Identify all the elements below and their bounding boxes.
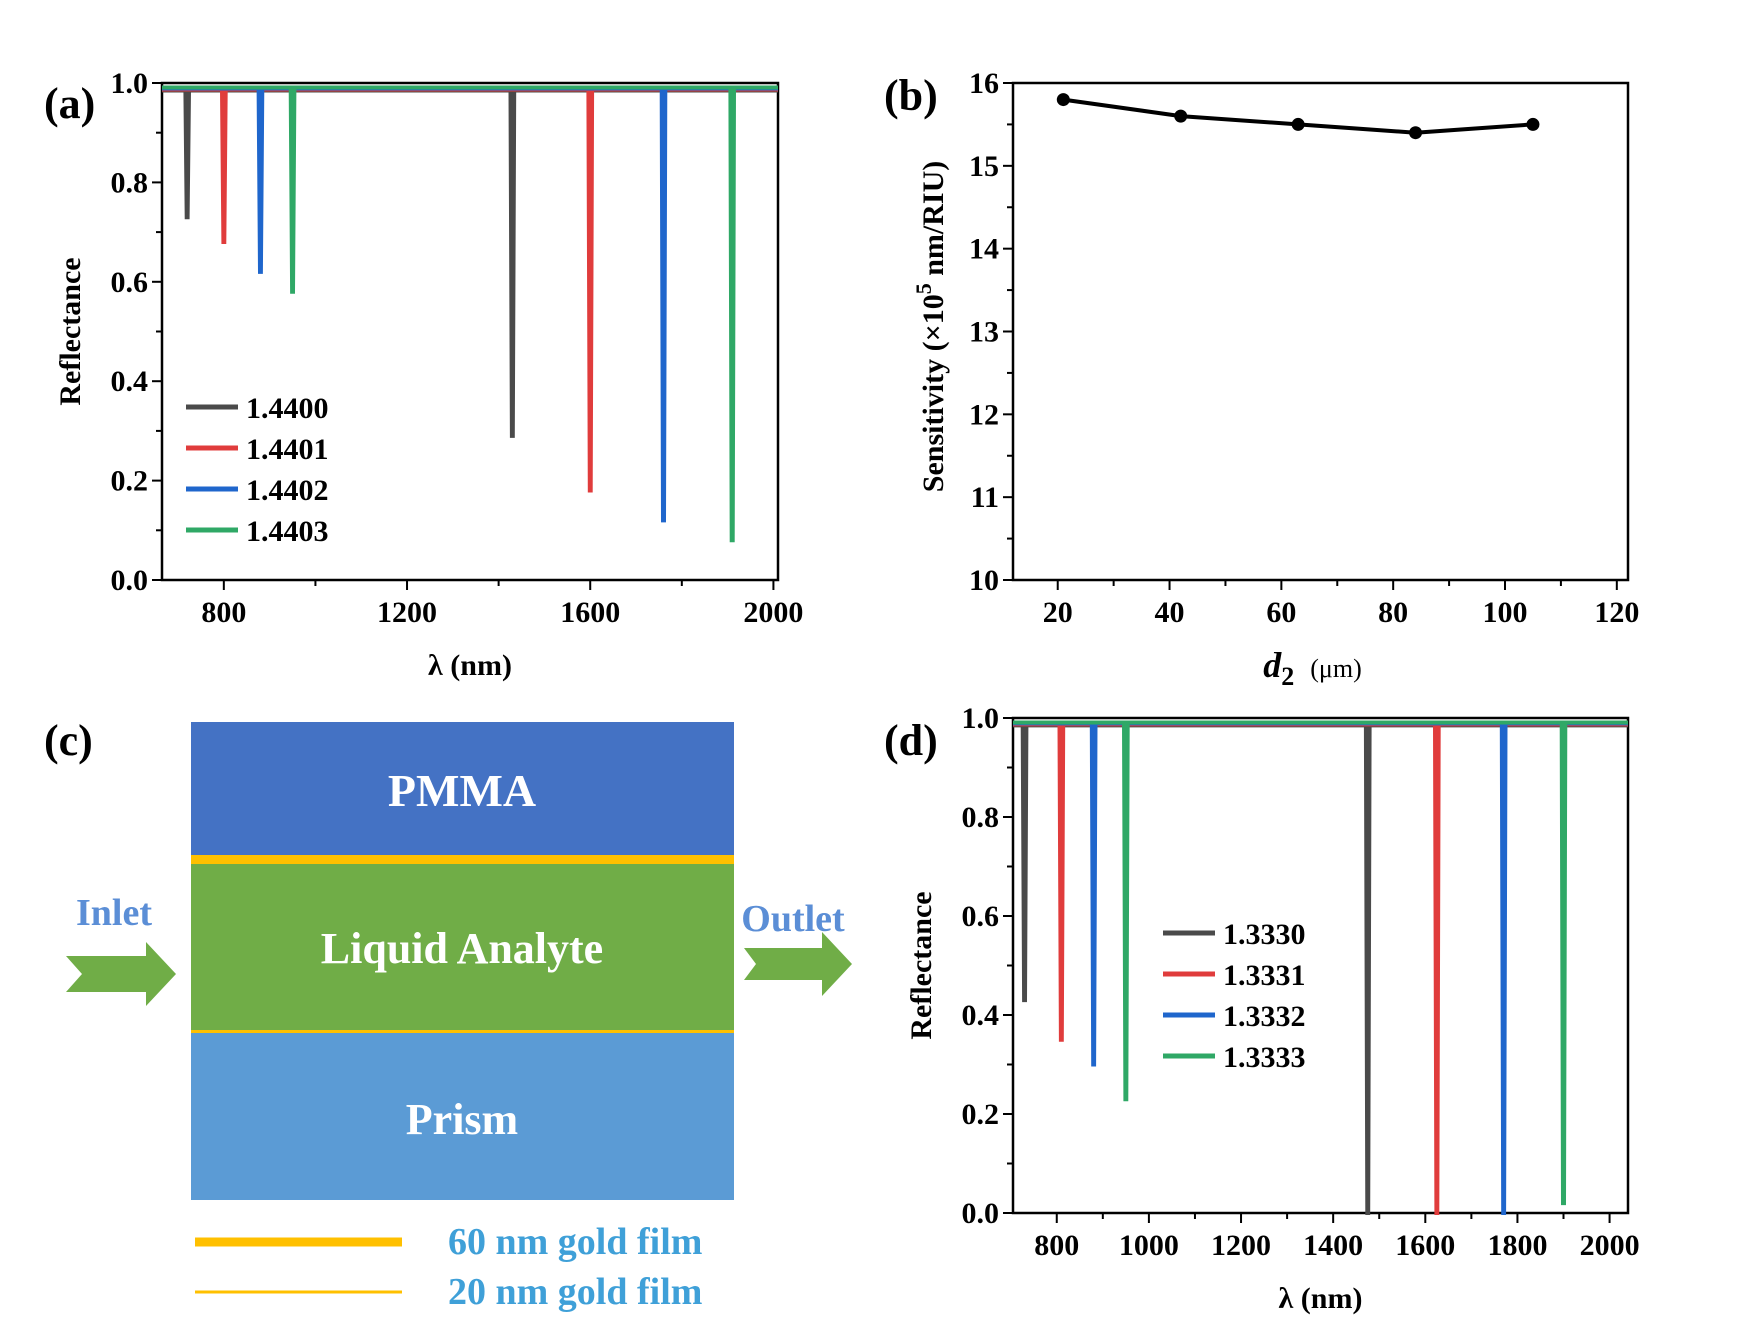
- liquid-analyte-layer: [191, 864, 734, 1030]
- gold-film-60nm-layer: [191, 855, 734, 864]
- panel-label-d: (d): [884, 716, 938, 765]
- y-tick-label: 15: [969, 150, 999, 183]
- legend-label: 1.4401: [246, 433, 329, 466]
- data-point: [1526, 117, 1540, 131]
- series-line-1.3332: [1013, 721, 1628, 1215]
- y-tick-label: 0.2: [111, 465, 149, 498]
- x-tick-label: 1200: [377, 596, 437, 629]
- y-tick-label: 0.2: [962, 1098, 1000, 1131]
- x-axis-label: λ (nm): [428, 649, 512, 682]
- prism-layer: [191, 1033, 734, 1200]
- x-tick-label: 20: [1043, 596, 1073, 629]
- y-axis-label: Sensitivity (×105 nm/RIU): [911, 161, 950, 492]
- x-tick-label: 800: [201, 596, 246, 629]
- pmma-label: PMMA: [388, 765, 536, 816]
- y-tick-label: 13: [969, 316, 999, 349]
- y-tick-label: 1.0: [111, 67, 149, 100]
- y-tick-label: 0.6: [111, 266, 149, 299]
- y-tick-label: 1.0: [962, 702, 1000, 735]
- x-tick-label: 800: [1034, 1229, 1079, 1262]
- panel-label-a: (a): [44, 79, 95, 128]
- y-tick-label: 0.8: [111, 166, 149, 199]
- chart-a-reflectance: 800 1200 1600 2000 0.0 0.2 0.4 0.6 0.8 1.0 1.4400 1…: [54, 67, 803, 682]
- x-tick-label: 2000: [743, 596, 803, 629]
- x-tick-label: 1600: [1395, 1229, 1455, 1262]
- inlet-arrow-icon: [66, 942, 176, 1006]
- x-tick-label: 80: [1378, 596, 1408, 629]
- y-tick-label: 0.4: [962, 999, 1000, 1032]
- legend-20nm-label: 20 nm gold film: [448, 1271, 702, 1313]
- y-tick-label: 12: [969, 398, 999, 431]
- chart-d-reflectance: 800 1000 1200 1400 1600 1800 2000 0.0 0.2 0.4 0.6 0…: [905, 702, 1640, 1315]
- panel-label-b: (b): [884, 71, 938, 120]
- inlet-label: Inlet: [76, 892, 152, 934]
- series-line-1.3331: [1013, 722, 1628, 1215]
- chart-b-sensitivity: 20 40 60 80 100 120 10 11 12 13 14 15 16 d2 (μm) Sensit…: [911, 67, 1639, 691]
- legend-label: 1.3330: [1223, 918, 1306, 951]
- gold-film-20nm-layer: [191, 1030, 734, 1033]
- legend-label: 1.3331: [1223, 959, 1306, 992]
- x-tick-label: 1400: [1303, 1229, 1363, 1262]
- liquid-analyte-label: Liquid Analyte: [321, 924, 603, 973]
- y-axis-label: Reflectance: [54, 257, 87, 405]
- data-point: [1409, 126, 1423, 140]
- legend-label: 1.3332: [1223, 1000, 1306, 1033]
- pmma-layer: [191, 722, 734, 855]
- y-tick-label: 16: [969, 67, 999, 100]
- y-tick-label: 0.4: [111, 365, 149, 398]
- x-tick-label: 1800: [1487, 1229, 1547, 1262]
- x-tick-label: 1600: [560, 596, 620, 629]
- outlet-label: Outlet: [741, 898, 845, 940]
- y-tick-label: 0.6: [962, 900, 1000, 933]
- y-tick-label: 11: [971, 481, 999, 514]
- x-tick-label: 120: [1594, 596, 1639, 629]
- series-line-1.3333: [1013, 720, 1628, 1206]
- sensor-structure-diagram: PMMA Liquid Analyte Prism Inlet Outlet 6…: [66, 722, 852, 1313]
- x-tick-label: 1000: [1119, 1229, 1179, 1262]
- x-axis-label: d2 (μm): [1263, 645, 1361, 691]
- plot-frame: [1011, 716, 1630, 1215]
- data-point: [1056, 93, 1070, 107]
- legend-60nm-label: 60 nm gold film: [448, 1221, 702, 1263]
- series-line-1.4401: [162, 87, 778, 493]
- y-tick-label: 0.0: [962, 1197, 1000, 1230]
- outlet-arrow-icon: [744, 932, 852, 996]
- series-line-1.4403: [162, 85, 778, 543]
- y-tick-label: 0.0: [111, 564, 149, 597]
- data-point: [1291, 117, 1305, 131]
- x-tick-label: 1200: [1211, 1229, 1271, 1262]
- y-tick-label: 10: [969, 564, 999, 597]
- x-tick-label: 100: [1483, 596, 1528, 629]
- plot-frame: [1011, 81, 1630, 582]
- data-point: [1174, 109, 1188, 123]
- series-line-1.4400: [162, 88, 778, 438]
- panel-label-c: (c): [44, 716, 93, 765]
- prism-label: Prism: [406, 1095, 518, 1144]
- legend-label: 1.4400: [246, 392, 329, 425]
- legend-label: 1.3333: [1223, 1041, 1306, 1074]
- series-line-1.3330: [1013, 723, 1628, 1215]
- y-axis-label: Reflectance: [905, 891, 938, 1039]
- x-tick-label: 2000: [1580, 1229, 1640, 1262]
- legend-label: 1.4403: [246, 515, 329, 548]
- y-tick-label: 0.8: [962, 801, 1000, 834]
- y-tick-label: 14: [969, 233, 999, 266]
- x-tick-label: 60: [1266, 596, 1296, 629]
- x-axis-label: λ (nm): [1279, 1282, 1363, 1315]
- x-tick-label: 40: [1155, 596, 1185, 629]
- legend-label: 1.4402: [246, 474, 329, 507]
